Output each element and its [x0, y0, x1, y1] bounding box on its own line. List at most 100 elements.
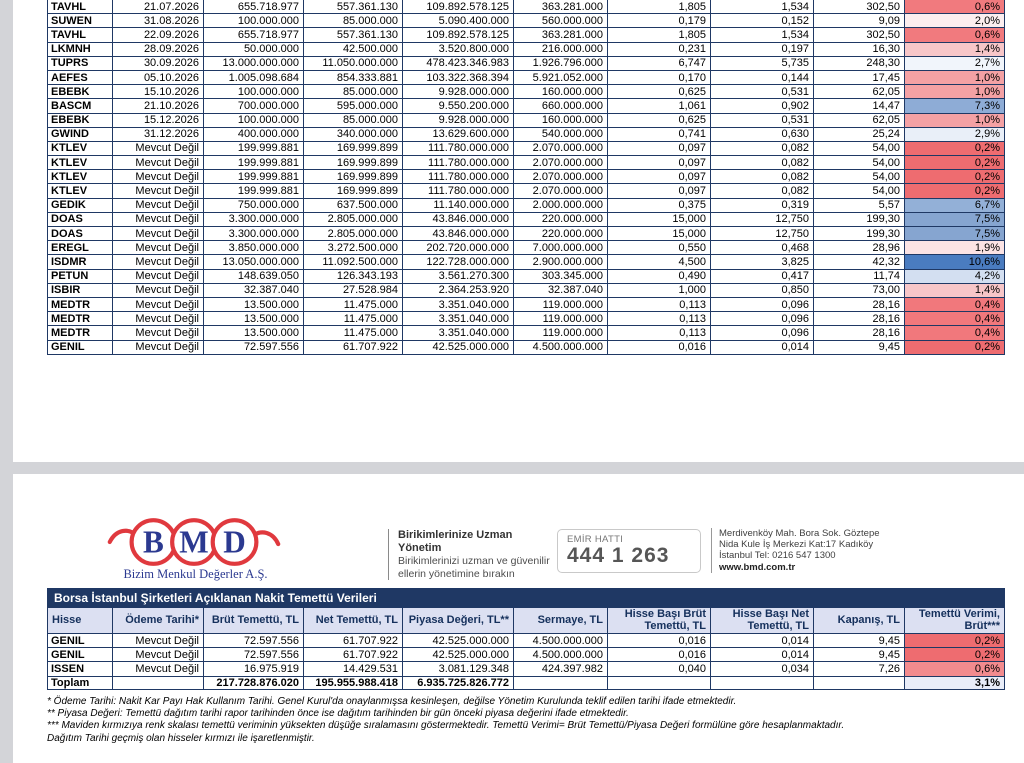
top-table-cell-kapanis: 54,00 [813, 140, 905, 157]
top-table-cell-hb_net: 0,417 [710, 268, 814, 284]
top-table-cell-sermaye: 7.000.000.000 [513, 240, 608, 256]
top-table-cell-odeme: Mevcut Değil [112, 169, 204, 185]
tagline-line2: ellerin yönetimine bırakın [398, 567, 515, 580]
top-table-cell-hb_brut: 0,741 [607, 126, 711, 142]
top-table-cell-hb_brut: 0,113 [607, 311, 711, 327]
top-table-cell-brut: 199.999.881 [203, 183, 304, 199]
top-table-cell-brut: 13.500.000 [203, 311, 304, 327]
top-table-cell-odeme: Mevcut Değil [112, 240, 204, 256]
top-table-cell-hb_net: 12,750 [710, 225, 814, 242]
top-table-row: DOAS Mevcut Değil 3.300.000.000 2.805.000.0… [47, 211, 1005, 228]
total-empty-kapanis [813, 675, 905, 690]
top-table-cell-hb_net: 0,096 [710, 311, 814, 327]
summary-table-cell-hb_brut: 0,040 [607, 661, 711, 677]
summary-total-row: Toplam 217.728.876.020 195.955.988.418 6… [47, 675, 1005, 690]
top-table-cell-verim: 7,3% [904, 98, 1005, 114]
top-table-cell-net: 2.805.000.000 [303, 211, 403, 228]
top-table-cell-verim: 0,4% [904, 311, 1005, 327]
top-table-cell-hb_net: 0,082 [710, 169, 814, 185]
left-margin-strip [0, 0, 13, 763]
top-table-cell-piyasa: 9.550.200.000 [402, 98, 514, 114]
top-table-cell-net: 61.707.922 [303, 339, 403, 355]
top-table-cell-brut: 750.000.000 [203, 197, 304, 213]
top-table-cell-piyasa: 3.520.800.000 [402, 41, 514, 57]
col-header-kapanis: Kapanış, TL [813, 607, 905, 634]
top-table-cell-verim: 1,0% [904, 112, 1005, 128]
top-table-cell-sermaye: 2.070.000.000 [513, 155, 608, 171]
top-table-cell-brut: 1.005.098.684 [203, 69, 304, 86]
top-table-cell-hisse: AEFES [47, 69, 113, 86]
top-table-cell-odeme: 28.09.2026 [112, 41, 204, 57]
top-table-cell-hb_brut: 0,016 [607, 339, 711, 355]
bmd-logo-icon: B M D [107, 518, 281, 566]
top-table-row: KTLEV Mevcut Değil 199.999.881 169.999.899 1… [47, 183, 1005, 199]
top-table-cell-brut: 13.050.000.000 [203, 254, 304, 270]
summary-header-row: Hisse Ödeme Tarihi* Brüt Temettü, TL Net… [47, 607, 1005, 634]
top-table-cell-kapanis: 28,16 [813, 311, 905, 327]
summary-table-cell-hb_brut: 0,016 [607, 632, 711, 649]
top-table-cell-net: 595.000.000 [303, 98, 403, 114]
top-table-cell-hisse: MEDTR [47, 311, 113, 327]
top-table-cell-kapanis: 62,05 [813, 84, 905, 100]
top-table-cell-brut: 3.300.000.000 [203, 225, 304, 242]
top-table-cell-hb_net: 0,082 [710, 183, 814, 199]
top-table-cell-net: 169.999.899 [303, 183, 403, 199]
top-table-cell-brut: 13.000.000.000 [203, 55, 304, 71]
top-table-cell-brut: 655.718.977 [203, 0, 304, 15]
top-table-cell-piyasa: 103.322.368.394 [402, 69, 514, 86]
summary-table-cell-brut: 16.975.919 [203, 661, 304, 677]
top-table-cell-net: 169.999.899 [303, 155, 403, 171]
top-table-cell-odeme: Mevcut Değil [112, 155, 204, 171]
total-piyasa: 6.935.725.826.772 [402, 675, 514, 690]
col-header-temettu-verimi: Temettü Verimi, Brüt*** [904, 607, 1005, 634]
top-table-cell-net: 85.000.000 [303, 112, 403, 128]
top-table-cell-kapanis: 28,96 [813, 240, 905, 256]
top-table-cell-piyasa: 3.351.040.000 [402, 296, 514, 313]
summary-table-cell-net: 14.429.531 [303, 661, 403, 677]
top-table-row: SUWEN 31.08.2026 100.000.000 85.000.000 5.09… [47, 13, 1005, 29]
top-table-cell-kapanis: 9,45 [813, 339, 905, 355]
summary-table-cell-hb_net: 0,014 [710, 632, 814, 649]
bmd-logo: B M D [104, 516, 284, 573]
top-table-cell-odeme: 21.10.2026 [112, 98, 204, 114]
top-table-cell-hb_net: 0,319 [710, 197, 814, 213]
summary-table-cell-verim: 0,2% [904, 647, 1005, 663]
top-table-cell-verim: 1,4% [904, 41, 1005, 57]
footnote-dagitim-tarihi: Dağıtım Tarihi geçmiş olan hisseler kırm… [47, 732, 315, 744]
top-table-cell-verim: 7,5% [904, 211, 1005, 228]
top-table-cell-hb_brut: 1,805 [607, 27, 711, 43]
top-table-cell-hisse: SUWEN [47, 13, 113, 29]
top-table-cell-sermaye: 119.000.000 [513, 296, 608, 313]
top-table-cell-net: 169.999.899 [303, 140, 403, 157]
top-table-cell-verim: 0,6% [904, 27, 1005, 43]
top-table-row: DOAS Mevcut Değil 3.300.000.000 2.805.000.0… [47, 225, 1005, 242]
top-table-cell-brut: 3.850.000.000 [203, 240, 304, 256]
top-table-cell-net: 340.000.000 [303, 126, 403, 142]
website-link[interactable]: www.bmd.com.tr [719, 561, 796, 573]
top-table-cell-odeme: Mevcut Değil [112, 225, 204, 242]
top-table-cell-net: 85.000.000 [303, 13, 403, 29]
top-table-cell-sermaye: 220.000.000 [513, 211, 608, 228]
top-table-cell-odeme: 31.12.2026 [112, 126, 204, 142]
order-line-label: EMİR HATTI [567, 534, 624, 545]
col-header-hisse-basi-brut: Hisse Başı Brüt Temettü, TL [607, 607, 711, 634]
summary-table-cell-brut: 72.597.556 [203, 647, 304, 663]
summary-table-cell-verim: 0,2% [904, 632, 1005, 649]
top-table-row: PETUN Mevcut Değil 148.639.050 126.343.193 3… [47, 268, 1005, 284]
top-table-cell-sermaye: 4.500.000.000 [513, 339, 608, 355]
top-table-cell-odeme: Mevcut Değil [112, 311, 204, 327]
summary-title: Borsa İstanbul Şirketleri Açıklanan Naki… [47, 588, 1005, 608]
top-table-cell-kapanis: 5,57 [813, 197, 905, 213]
top-table-cell-net: 27.528.984 [303, 282, 403, 298]
col-header-net-temettu: Net Temettü, TL [303, 607, 403, 634]
address-line2: Nida Kule İş Merkezi Kat:17 Kadıköy [719, 539, 874, 551]
top-table-cell-sermaye: 5.921.052.000 [513, 69, 608, 86]
top-table-cell-sermaye: 119.000.000 [513, 325, 608, 341]
summary-table-cell-piyasa: 3.081.129.348 [402, 661, 514, 677]
top-table-cell-verim: 0,2% [904, 183, 1005, 199]
top-table-cell-hb_net: 0,096 [710, 296, 814, 313]
top-table-cell-hb_net: 0,468 [710, 240, 814, 256]
dividend-table-top: TAVHL 21.07.2026 655.718.977 557.361.130 109… [47, 0, 1005, 355]
top-table-cell-kapanis: 199,30 [813, 225, 905, 242]
top-table-cell-kapanis: 54,00 [813, 155, 905, 171]
